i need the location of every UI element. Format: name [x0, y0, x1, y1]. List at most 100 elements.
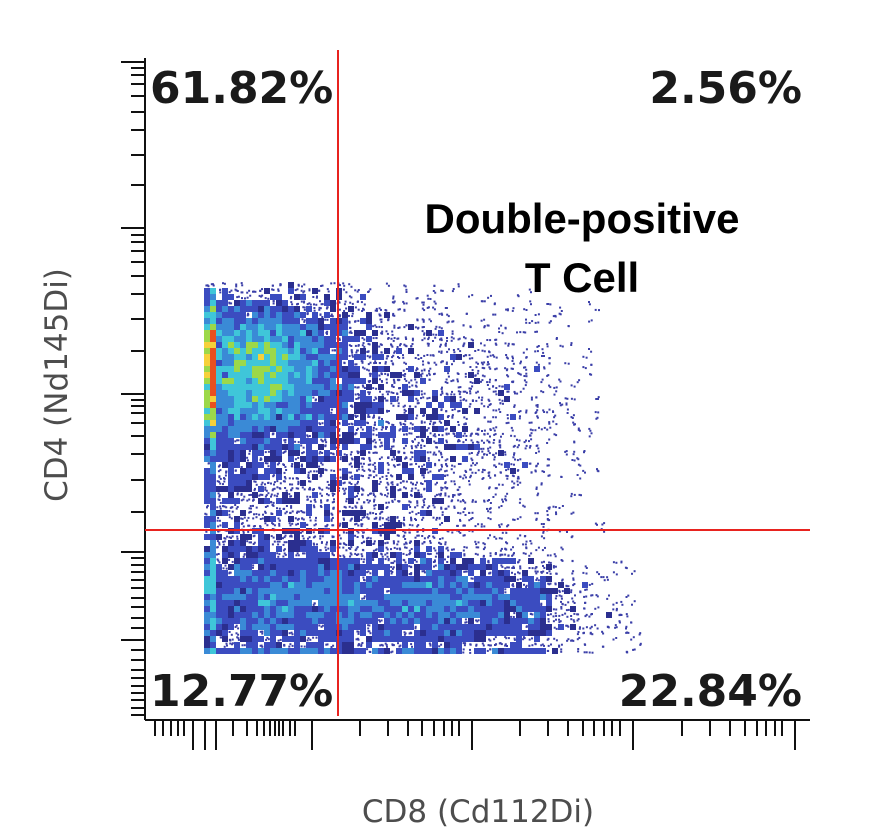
- density-point: [235, 624, 238, 627]
- density-point: [474, 471, 477, 474]
- density-point: [444, 428, 447, 431]
- density-point: [264, 348, 270, 354]
- density-point: [507, 524, 510, 527]
- density-point: [462, 636, 468, 642]
- density-point: [219, 505, 222, 508]
- density-point: [246, 384, 252, 390]
- density-point: [228, 390, 234, 396]
- density-point: [601, 523, 604, 526]
- density-point: [483, 361, 486, 364]
- density-point: [306, 498, 309, 501]
- density-point: [272, 300, 275, 303]
- density-point: [438, 612, 444, 618]
- density-point: [480, 618, 486, 624]
- density-point: [345, 498, 348, 500]
- density-point: [288, 342, 294, 348]
- density-point: [512, 585, 515, 588]
- density-point: [411, 339, 414, 342]
- density-point: [505, 308, 508, 311]
- density-point: [480, 380, 482, 383]
- density-point: [434, 464, 437, 467]
- density-point: [210, 396, 216, 402]
- density-point: [240, 291, 243, 294]
- density-point: [306, 558, 312, 564]
- density-point: [331, 553, 334, 556]
- density-point: [518, 439, 521, 442]
- density-point: [363, 578, 365, 581]
- density-point: [433, 300, 436, 303]
- density-point: [390, 447, 393, 450]
- density-point: [420, 393, 423, 396]
- density-point: [450, 588, 456, 594]
- density-point: [270, 576, 276, 582]
- density-point: [306, 330, 312, 336]
- density-point: [360, 564, 366, 570]
- density-point: [234, 348, 240, 354]
- density-point: [438, 630, 444, 636]
- density-point: [342, 510, 348, 516]
- density-point: [446, 321, 449, 324]
- density-point: [285, 505, 288, 507]
- density-point: [219, 507, 222, 510]
- density-point: [325, 469, 328, 472]
- density-point: [264, 522, 267, 525]
- density-point: [489, 446, 492, 449]
- density-point: [408, 541, 411, 544]
- density-point: [324, 504, 330, 510]
- density-point: [318, 348, 324, 354]
- density-point: [396, 636, 402, 642]
- density-point: [415, 436, 418, 438]
- density-point: [396, 594, 402, 600]
- density-point: [590, 432, 593, 435]
- density-point: [403, 433, 405, 436]
- density-point: [309, 470, 312, 473]
- density-point: [427, 344, 430, 347]
- density-point: [552, 410, 554, 413]
- density-point: [579, 477, 582, 480]
- density-point: [273, 481, 276, 484]
- density-point: [360, 644, 363, 647]
- density-point: [240, 499, 243, 502]
- density-point: [528, 606, 534, 612]
- density-point: [318, 468, 324, 474]
- density-point: [438, 552, 444, 558]
- density-point: [240, 324, 246, 330]
- density-point: [459, 463, 462, 465]
- density-point: [283, 476, 286, 478]
- density-point: [558, 507, 561, 509]
- density-point: [522, 630, 528, 636]
- density-point: [438, 426, 444, 432]
- density-point: [210, 402, 216, 408]
- density-point: [378, 366, 384, 372]
- density-point: [468, 630, 474, 636]
- density-point: [396, 648, 402, 654]
- density-point: [573, 612, 576, 615]
- density-point: [216, 324, 222, 330]
- density-point: [252, 564, 255, 567]
- density-point: [546, 613, 549, 616]
- density-point: [327, 483, 330, 486]
- density-point: [261, 632, 264, 635]
- density-point: [372, 606, 378, 612]
- density-point: [502, 402, 504, 405]
- density-point: [204, 636, 210, 642]
- density-point: [258, 396, 264, 402]
- density-point: [480, 600, 486, 606]
- density-point: [306, 564, 312, 570]
- density-point: [392, 404, 395, 407]
- density-point: [426, 414, 432, 420]
- density-point: [483, 367, 486, 370]
- density-point: [588, 348, 590, 350]
- density-point: [319, 307, 322, 310]
- density-point: [296, 288, 299, 291]
- density-point: [546, 606, 552, 612]
- density-point: [391, 500, 394, 503]
- density-point: [342, 288, 345, 291]
- density-point: [534, 330, 537, 333]
- density-point: [246, 438, 252, 444]
- density-point: [314, 519, 317, 522]
- density-point: [445, 363, 448, 365]
- density-point: [452, 548, 455, 551]
- density-point: [297, 487, 300, 490]
- density-point: [230, 633, 233, 636]
